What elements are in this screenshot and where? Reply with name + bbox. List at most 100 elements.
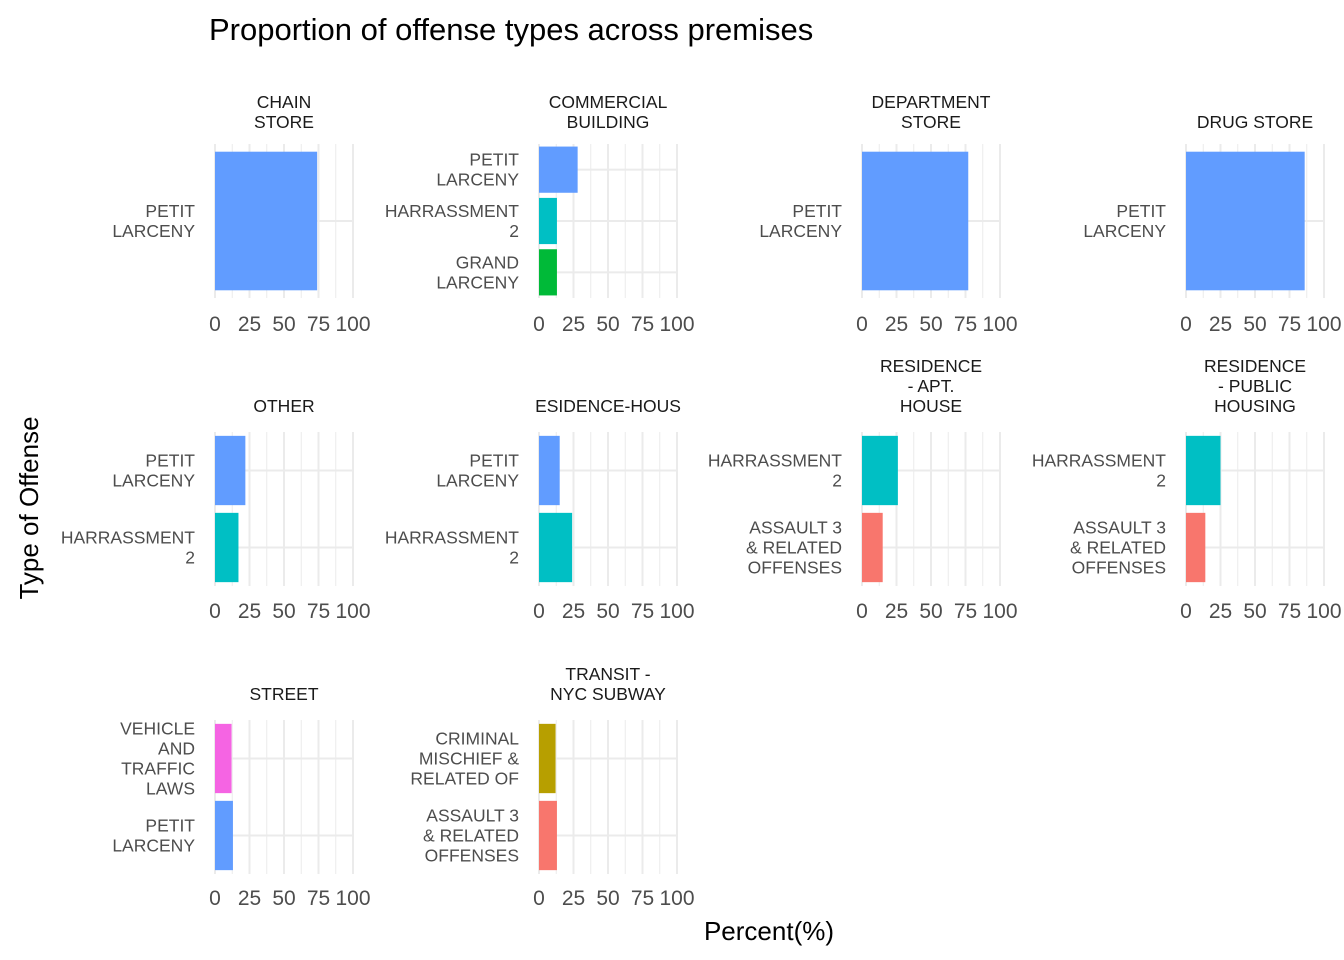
bar-assault-3-related-offenses: [862, 512, 883, 583]
x-tick-label: 0: [1180, 600, 1192, 623]
bar-petit-larceny: [1186, 151, 1305, 291]
x-tick-label: 50: [272, 600, 295, 623]
bar-petit-larceny: [215, 435, 246, 506]
x-tick-label: 50: [1243, 600, 1266, 623]
strip-label: RESIDENCE: [1204, 356, 1306, 376]
category-label: RELATED OF: [410, 769, 519, 789]
category-label: PETIT: [792, 201, 842, 221]
bar-grand-larceny: [539, 249, 557, 296]
strip-label: HOUSE: [900, 396, 962, 416]
strip-label: STREET: [249, 684, 318, 704]
category-label: LAWS: [146, 779, 195, 799]
x-tick-label: 100: [335, 313, 370, 336]
strip-label: BUILDING: [567, 112, 650, 132]
x-tick-label: 75: [954, 600, 977, 623]
strip-label: - APT.: [908, 376, 955, 396]
category-label: LARCENY: [112, 221, 195, 241]
x-tick-label: 25: [562, 887, 585, 910]
x-tick-label: 0: [1180, 313, 1192, 336]
x-tick-label: 50: [596, 313, 619, 336]
x-tick-label: 100: [659, 600, 694, 623]
bar-petit-larceny: [215, 151, 318, 291]
x-tick-label: 25: [238, 600, 261, 623]
x-tick-label: 75: [1278, 313, 1301, 336]
category-label: HARRASSMENT: [1032, 451, 1166, 471]
strip-label: RESIDENCE: [880, 356, 982, 376]
category-label: HARRASSMENT: [385, 201, 519, 221]
bar-vehicle-and-traffic-laws: [215, 723, 232, 794]
x-tick-label: 100: [335, 887, 370, 910]
category-label: CRIMINAL: [435, 729, 519, 749]
x-tick-label: 100: [659, 313, 694, 336]
x-tick-label: 0: [209, 887, 221, 910]
x-tick-label: 75: [307, 313, 330, 336]
category-label: & RELATED: [1070, 538, 1166, 558]
category-label: PETIT: [469, 150, 519, 170]
y-axis-title: Type of Offense: [14, 416, 44, 599]
x-tick-label: 100: [335, 600, 370, 623]
x-tick-label: 100: [982, 600, 1017, 623]
strip-label: - PUBLIC: [1218, 376, 1292, 396]
category-label: TRAFFIC: [121, 759, 195, 779]
x-tick-label: 25: [562, 313, 585, 336]
x-tick-label: 25: [238, 887, 261, 910]
chart-title: Proportion of offense types across premi…: [209, 12, 813, 47]
x-tick-label: 75: [307, 887, 330, 910]
x-tick-label: 75: [631, 600, 654, 623]
category-label: GRAND: [456, 252, 519, 272]
category-label: 2: [509, 548, 519, 568]
x-tick-label: 75: [954, 313, 977, 336]
bar-assault-3-related-offenses: [1186, 512, 1206, 583]
category-label: & RELATED: [423, 826, 519, 846]
category-label: ASSAULT 3: [749, 518, 842, 538]
x-tick-label: 100: [1306, 600, 1341, 623]
x-tick-label: 100: [659, 887, 694, 910]
category-label: PETIT: [145, 816, 195, 836]
bar-harrassment-2: [862, 435, 898, 506]
x-tick-label: 25: [562, 600, 585, 623]
x-axis-title: Percent(%): [704, 916, 834, 946]
category-label: PETIT: [469, 451, 519, 471]
category-label: 2: [1156, 471, 1166, 491]
bar-petit-larceny: [862, 151, 969, 291]
strip-label: OTHER: [253, 396, 314, 416]
category-label: PETIT: [145, 201, 195, 221]
strip-label: DEPARTMENT: [872, 92, 991, 112]
category-label: OFFENSES: [425, 846, 519, 866]
x-tick-label: 0: [533, 887, 545, 910]
strip-label: TRANSIT -: [565, 664, 650, 684]
x-tick-label: 75: [631, 887, 654, 910]
category-label: 2: [509, 221, 519, 241]
bar-assault-3-related-offenses: [539, 800, 557, 871]
x-tick-label: 25: [1209, 600, 1232, 623]
x-tick-label: 50: [272, 887, 295, 910]
bar-petit-larceny: [539, 435, 560, 506]
strip-label: CHAIN: [257, 92, 311, 112]
category-label: LARCENY: [112, 471, 195, 491]
x-tick-label: 50: [596, 887, 619, 910]
category-label: PETIT: [1116, 201, 1166, 221]
x-tick-label: 75: [631, 313, 654, 336]
category-label: AND: [158, 739, 195, 759]
category-label: PETIT: [145, 451, 195, 471]
category-label: HARRASSMENT: [708, 451, 842, 471]
strip-label: COMMERCIAL: [549, 92, 668, 112]
x-tick-label: 0: [856, 600, 868, 623]
strip-label: DRUG STORE: [1197, 112, 1313, 132]
x-tick-label: 0: [533, 600, 545, 623]
strip-label: ESIDENCE-HOUS: [535, 396, 681, 416]
category-label: LARCENY: [436, 272, 519, 292]
category-label: HARRASSMENT: [385, 528, 519, 548]
strip-label: NYC SUBWAY: [550, 684, 666, 704]
